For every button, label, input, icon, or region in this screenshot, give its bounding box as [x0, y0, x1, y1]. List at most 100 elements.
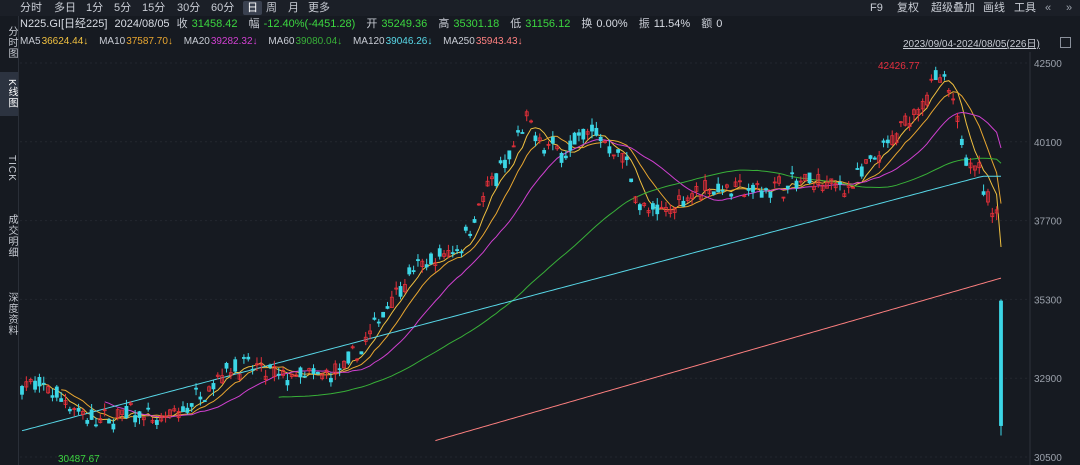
- candle-body: [346, 351, 351, 364]
- tab-monthly[interactable]: 月: [288, 2, 299, 14]
- candle-body: [885, 139, 890, 144]
- candle-body: [146, 407, 151, 410]
- candle-body: [968, 162, 973, 169]
- y-tick-label: 37700: [1034, 217, 1062, 228]
- candle-body: [986, 191, 990, 203]
- y-tick-label: 35300: [1034, 295, 1062, 306]
- candle-body: [855, 168, 860, 170]
- candle-body: [172, 408, 177, 412]
- draw-line-button[interactable]: 画线: [983, 2, 1005, 14]
- ma10-label: MA10: [99, 36, 126, 47]
- chevron-right-icon[interactable]: »: [1066, 2, 1073, 14]
- candle-body: [263, 375, 268, 380]
- candle-body: [577, 132, 581, 136]
- sidebar-item-trades[interactable]: 成交明细: [6, 214, 17, 258]
- tab-15min[interactable]: 15分: [142, 2, 166, 14]
- sidebar-item-intraday[interactable]: 分时图: [6, 25, 17, 59]
- candle-body: [133, 415, 138, 423]
- max-price-label: 42426.77: [878, 61, 920, 72]
- candle-body: [289, 373, 294, 378]
- candle-body: [115, 409, 120, 419]
- date-range[interactable]: 2023/09/04-2024/08/05(226日): [903, 39, 1040, 50]
- candle-body: [276, 373, 281, 376]
- candle-body: [433, 262, 438, 266]
- candle-body: [67, 408, 72, 412]
- tab-weekly[interactable]: 周: [266, 2, 277, 14]
- ma-lines: [21, 80, 1002, 442]
- candle-body: [807, 172, 812, 184]
- candle-body: [89, 409, 94, 420]
- candle-body: [864, 159, 869, 164]
- ma5-label: MA5: [20, 36, 41, 47]
- candle-body: [729, 193, 734, 197]
- candle-body: [764, 188, 768, 191]
- candle-body: [942, 74, 947, 77]
- candle-body: [546, 143, 551, 146]
- candle-body: [507, 150, 512, 160]
- candle-body: [964, 157, 969, 166]
- ma5-line: [39, 80, 1002, 422]
- tab-multiday[interactable]: 多日: [54, 2, 76, 14]
- candle-body: [990, 212, 995, 218]
- candle-body: [455, 249, 460, 252]
- candle-body: [242, 357, 246, 359]
- candle-body: [28, 379, 33, 383]
- turnover-label: 换: [581, 18, 593, 30]
- candle-body: [207, 386, 211, 392]
- candle-body: [128, 402, 133, 405]
- tab-daily[interactable]: 日: [243, 1, 262, 15]
- candle-body: [781, 196, 786, 199]
- candle-body: [389, 296, 394, 308]
- range-dropdown-icon[interactable]: [1060, 37, 1071, 48]
- f9-button[interactable]: F9: [870, 2, 883, 14]
- candle-body: [659, 206, 664, 209]
- candle-body: [446, 250, 451, 257]
- tab-30min[interactable]: 30分: [177, 2, 201, 14]
- candle-body: [785, 185, 790, 189]
- index-name: N225.GI[日经225]: [20, 18, 108, 30]
- sidebar-item-kline[interactable]: K线图: [0, 72, 18, 116]
- candle-body: [711, 191, 716, 195]
- candle-body: [738, 180, 742, 183]
- candle-body: [672, 207, 677, 213]
- candle-body: [281, 369, 285, 376]
- collapse-icon[interactable]: «: [1045, 2, 1052, 14]
- candle-body: [703, 180, 708, 191]
- sidebar-item-profile[interactable]: 深度资料: [6, 292, 17, 336]
- candle-body: [563, 155, 568, 159]
- candle-body: [746, 188, 751, 191]
- candle-body: [981, 191, 986, 195]
- candle-body: [994, 209, 999, 214]
- candle-body: [946, 89, 951, 93]
- candle-body: [372, 317, 377, 320]
- candle-body: [620, 152, 625, 163]
- candle-body: [603, 140, 607, 143]
- tab-5min[interactable]: 5分: [114, 2, 132, 14]
- candle-body: [202, 400, 207, 403]
- candle-body: [272, 366, 277, 378]
- candle-body: [633, 196, 638, 203]
- ma-legend: MA536624.44↓ MA1037587.70↓ MA2039282.32↓…: [20, 35, 524, 49]
- tools-button[interactable]: 工具: [1014, 2, 1036, 14]
- candle-body: [829, 178, 834, 184]
- candle-body: [246, 356, 251, 360]
- ma60-line: [278, 157, 1002, 398]
- candle-body: [102, 409, 107, 412]
- candle-body: [611, 154, 616, 157]
- overlay-button[interactable]: 超级叠加: [931, 2, 975, 14]
- tab-more[interactable]: 更多: [308, 2, 330, 14]
- adjust-button[interactable]: 复权: [897, 2, 919, 14]
- candle-body: [420, 260, 425, 267]
- low-label: 低: [510, 18, 522, 30]
- candle-body: [298, 367, 303, 378]
- tab-1min[interactable]: 1分: [86, 2, 104, 14]
- tab-60min[interactable]: 60分: [211, 2, 235, 14]
- candle-body: [859, 166, 864, 177]
- candle-body: [951, 98, 956, 101]
- candle-body: [494, 173, 499, 187]
- change-label: 幅: [248, 18, 260, 30]
- sidebar-item-tick[interactable]: TICK: [6, 154, 17, 182]
- tab-intraday[interactable]: 分时: [20, 2, 42, 14]
- quote-info-bar: N225.GI[日经225] 2024/08/05 收 31458.42 幅 -12…: [20, 17, 726, 31]
